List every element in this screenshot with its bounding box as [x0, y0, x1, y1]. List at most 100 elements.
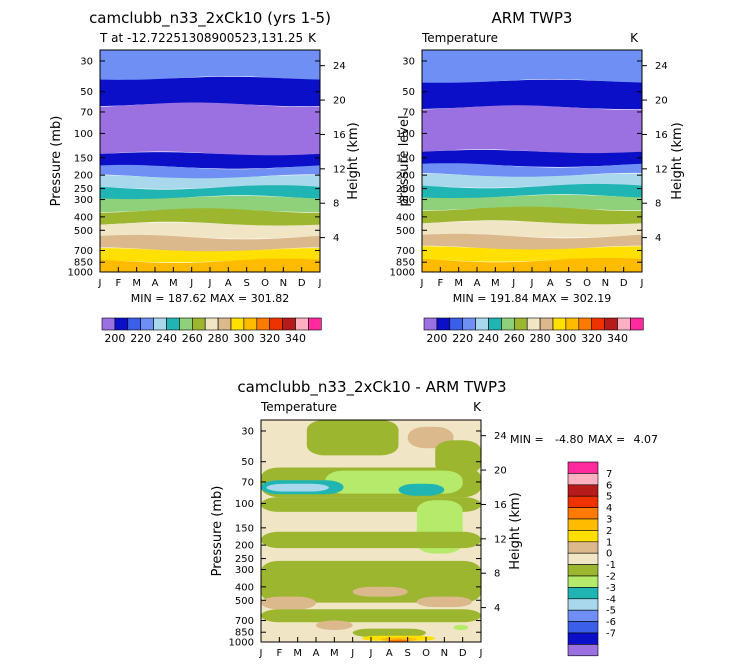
- temperature-layer-9: [100, 222, 320, 239]
- colorbar-swatch: [269, 317, 283, 331]
- colorbar-swatch: [567, 552, 599, 565]
- y-tick-label: 200: [396, 171, 415, 182]
- colorbar-swatch: [539, 317, 554, 331]
- colorbar-label: 3: [606, 515, 612, 526]
- colorbar-swatch: [501, 317, 515, 331]
- x-tick-label: F: [115, 278, 121, 289]
- temperature-layer-1: [100, 76, 320, 107]
- colorbar-swatch: [604, 317, 618, 331]
- colorbar-swatch: [153, 317, 167, 331]
- y2-tick-label: 24: [494, 431, 507, 442]
- colorbar-label: 220: [130, 332, 151, 345]
- x-tick-label: J: [98, 278, 102, 289]
- colorbar-swatch: [436, 317, 451, 331]
- y-tick-label: 150: [74, 153, 93, 164]
- colorbar-label: 0: [606, 549, 612, 560]
- difference-patch-13: [352, 586, 408, 597]
- y-tick-label: 700: [235, 616, 254, 627]
- colorbar-label: -5: [606, 606, 616, 617]
- panel-diff-y2label: Height (km): [508, 492, 523, 569]
- x-tick-label: A: [152, 278, 159, 289]
- y-tick-label: 700: [74, 246, 93, 257]
- colorbar-label: 300: [233, 332, 254, 345]
- y2-tick-label: 12: [333, 164, 346, 175]
- temperature-layer-4: [422, 163, 642, 178]
- colorbar-swatch: [423, 317, 438, 331]
- colorbar-swatch: [567, 621, 599, 634]
- colorbar-label: 320: [581, 332, 602, 345]
- x-tick-label: O: [261, 278, 269, 289]
- x-tick-label: S: [404, 648, 410, 659]
- panel-obs: ARM TWP3 Temperature K 30 50 70 100 150 200 25…: [390, 9, 685, 345]
- colorbar-swatch: [617, 317, 631, 331]
- colorbar-swatch: [567, 461, 599, 474]
- colorbar-swatch: [101, 317, 116, 331]
- x-tick-label: F: [276, 648, 282, 659]
- y-tick-label: 30: [241, 426, 254, 437]
- y-tick-label: 1000: [390, 268, 415, 279]
- colorbar-label: 260: [504, 332, 525, 345]
- colorbar-swatch: [192, 317, 206, 331]
- y2-tick-label: 4: [333, 233, 339, 244]
- x-tick-label: D: [620, 278, 628, 289]
- colorbar-swatch: [295, 317, 309, 331]
- colorbar-swatch: [114, 317, 129, 331]
- x-tick-label: D: [298, 278, 306, 289]
- y-tick-label: 300: [235, 565, 254, 576]
- colorbar-label: 6: [606, 480, 612, 491]
- colorbar-swatch: [552, 317, 567, 331]
- y-tick-label: 300: [396, 195, 415, 206]
- y2-tick-label: 8: [333, 199, 339, 210]
- y2-tick-label: 16: [494, 500, 507, 511]
- colorbar-label: 320: [259, 332, 280, 345]
- y2-tick-label: 20: [655, 96, 668, 107]
- y2-tick-label: 4: [655, 233, 661, 244]
- panel-diff-plot-clip: [261, 420, 481, 642]
- colorbar-swatch: [462, 317, 476, 331]
- colorbar-swatch: [567, 609, 599, 622]
- colorbar-swatch: [630, 317, 644, 331]
- difference-patch-15: [261, 609, 481, 623]
- y2-tick-label: 8: [655, 199, 661, 210]
- temperature-layer-10: [100, 234, 320, 252]
- x-tick-label: F: [437, 278, 443, 289]
- x-tick-label: J: [640, 278, 644, 289]
- panel-model-y2label: Height (km): [346, 122, 361, 199]
- y-tick-label: 1000: [68, 268, 93, 279]
- panel-obs-y2label: Height (km): [670, 122, 685, 199]
- y-tick-label: 250: [235, 554, 254, 565]
- y-tick-label: 50: [402, 87, 415, 98]
- temperature-layer-6: [100, 185, 320, 200]
- difference-patch-10: [261, 531, 481, 549]
- panel-model: camclubb_n33_2xCk10 (yrs 1-5) T at -12.7…: [49, 9, 361, 345]
- colorbar-label: 340: [607, 332, 628, 345]
- x-tick-label: N: [441, 648, 448, 659]
- colorbar-label: 5: [606, 492, 612, 503]
- y-tick-label: 500: [74, 226, 93, 237]
- temperature-layer-0: [422, 50, 642, 84]
- colorbar-label: 220: [452, 332, 473, 345]
- colorbar-swatch: [578, 317, 592, 331]
- y-tick-label: 150: [235, 523, 254, 534]
- y-tick-label: 1000: [229, 638, 254, 649]
- y-tick-label: 100: [235, 499, 254, 510]
- temperature-layer-1: [422, 79, 642, 110]
- temperature-layer-4: [100, 164, 320, 179]
- temperature-layer-0: [100, 50, 320, 81]
- panel-model-ylabel: Pressure (mb): [49, 116, 64, 207]
- panel-model-plot: [100, 50, 320, 272]
- colorbar-swatch: [217, 317, 232, 331]
- colorbar-swatch: [567, 541, 599, 554]
- x-tick-label: N: [602, 278, 609, 289]
- panel-model-subtitle: T at -12.72251308900523,131.25: [99, 31, 303, 45]
- temperature-layer-10: [422, 233, 642, 251]
- colorbar-swatch: [475, 317, 489, 331]
- colorbar-label: -7: [606, 629, 616, 640]
- colorbar-label: 200: [104, 332, 125, 345]
- colorbar-swatch: [567, 598, 599, 611]
- x-tick-label: J: [530, 278, 534, 289]
- x-tick-label: A: [313, 648, 320, 659]
